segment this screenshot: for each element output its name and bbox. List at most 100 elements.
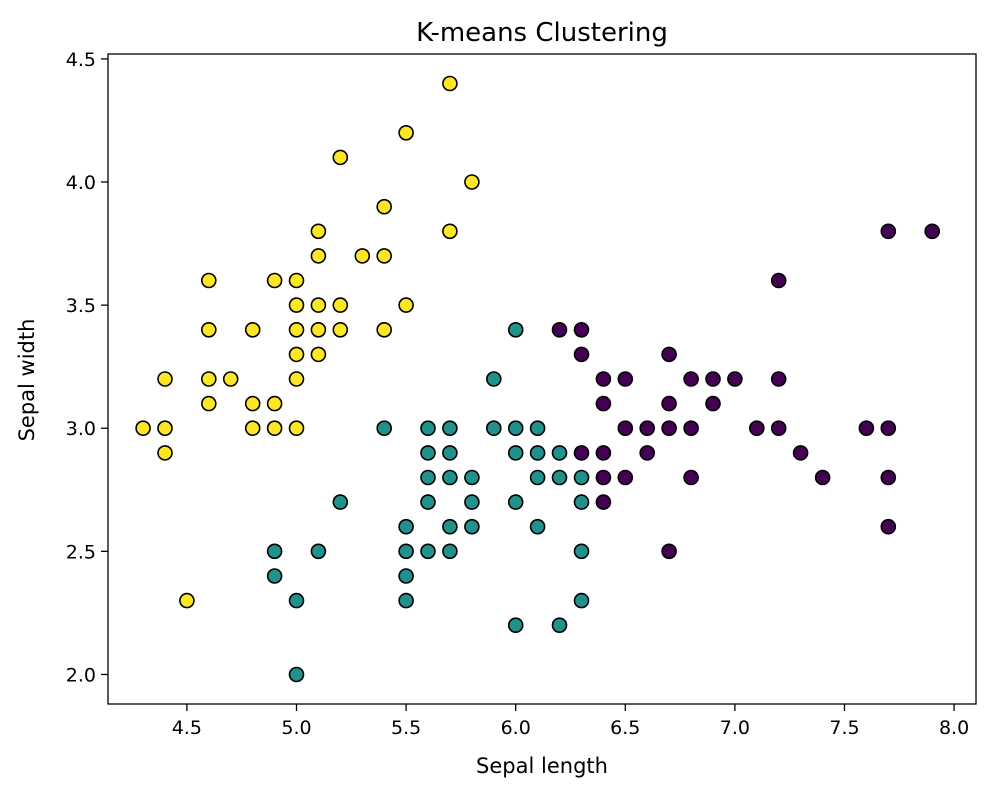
data-point-cluster-2-41 bbox=[573, 494, 590, 510]
plot-frame bbox=[107, 53, 977, 705]
data-point-cluster-1-7 bbox=[201, 371, 217, 387]
data-point-cluster-3-6 bbox=[595, 469, 612, 486]
data-point-cluster-1-14 bbox=[266, 420, 283, 437]
data-point-cluster-1-18 bbox=[288, 371, 305, 387]
data-point-cluster-2-26 bbox=[485, 371, 502, 387]
data-point-cluster-3-20 bbox=[683, 420, 699, 437]
data-point-cluster-3-15 bbox=[661, 543, 677, 560]
data-point-cluster-1-35 bbox=[398, 297, 414, 313]
data-point-cluster-1-21 bbox=[288, 297, 305, 313]
data-point-cluster-2-19 bbox=[442, 469, 458, 486]
y-axis-ticks: 2.0 2.5 3.0 3.5 4.0 4.5 bbox=[66, 49, 108, 686]
x-tick-label: 7.0 bbox=[720, 717, 750, 739]
data-point-cluster-3-17 bbox=[661, 395, 677, 412]
data-point-cluster-2-39 bbox=[573, 592, 590, 609]
data-point-cluster-2-7 bbox=[376, 420, 393, 437]
data-point-cluster-2-38 bbox=[551, 445, 568, 461]
y-tick-label: 4.0 bbox=[66, 172, 96, 194]
data-point-cluster-3-21 bbox=[683, 371, 699, 387]
data-point-cluster-1-31 bbox=[354, 248, 371, 264]
data-point-cluster-1-23 bbox=[310, 346, 327, 363]
data-point-cluster-1-33 bbox=[376, 248, 393, 264]
data-point-cluster-3-26 bbox=[770, 420, 787, 437]
data-point-cluster-1-10 bbox=[222, 371, 239, 387]
data-point-cluster-3-16 bbox=[661, 420, 677, 437]
chart-title: K-means Clustering bbox=[416, 18, 668, 48]
data-point-cluster-3-7 bbox=[595, 445, 612, 461]
data-point-cluster-3-34 bbox=[880, 420, 897, 437]
data-point-cluster-1-38 bbox=[442, 75, 458, 92]
data-point-cluster-2-33 bbox=[529, 469, 546, 486]
data-point-cluster-3-11 bbox=[617, 420, 634, 437]
data-point-cluster-3-35 bbox=[880, 223, 897, 240]
data-point-cluster-3-27 bbox=[770, 371, 787, 387]
data-point-cluster-2-5 bbox=[310, 543, 327, 560]
data-point-cluster-2-24 bbox=[464, 469, 480, 486]
data-point-cluster-3-24 bbox=[727, 371, 743, 387]
data-point-cluster-1-25 bbox=[310, 297, 327, 313]
data-point-cluster-2-11 bbox=[398, 518, 414, 535]
data-point-cluster-3-12 bbox=[617, 371, 634, 387]
data-point-cluster-2-28 bbox=[507, 494, 524, 510]
data-point-cluster-1-32 bbox=[376, 321, 393, 338]
data-point-cluster-1-5 bbox=[179, 592, 195, 609]
data-point-cluster-2-20 bbox=[442, 445, 458, 461]
x-axis-ticks: 4.5 5.0 5.5 6.0 6.5 7.0 7.5 8.0 bbox=[172, 704, 969, 739]
data-point-cluster-2-18 bbox=[442, 518, 458, 535]
data-point-cluster-3-23 bbox=[705, 371, 721, 387]
data-point-cluster-1-20 bbox=[288, 321, 305, 338]
data-point-cluster-1-24 bbox=[310, 321, 327, 338]
data-point-cluster-1-6 bbox=[201, 395, 217, 412]
data-point-cluster-2-23 bbox=[464, 494, 480, 510]
data-point-cluster-1-3 bbox=[157, 445, 173, 461]
data-point-cluster-1-39 bbox=[464, 174, 480, 190]
data-point-cluster-3-1 bbox=[551, 321, 568, 338]
data-point-cluster-2-30 bbox=[507, 420, 524, 437]
data-point-cluster-2-36 bbox=[551, 617, 568, 634]
data-point-cluster-2-9 bbox=[398, 568, 414, 584]
x-tick-label: 4.5 bbox=[172, 717, 202, 739]
data-point-cluster-3-30 bbox=[814, 469, 831, 486]
data-point-cluster-3-2 bbox=[573, 445, 590, 461]
x-tick-label: 5.5 bbox=[391, 717, 421, 739]
data-point-cluster-2-6 bbox=[332, 494, 349, 510]
data-point-cluster-2-32 bbox=[529, 518, 546, 535]
data-point-cluster-2-29 bbox=[507, 445, 524, 461]
data-point-cluster-3-13 bbox=[639, 445, 656, 461]
data-point-cluster-2-12 bbox=[420, 543, 436, 560]
data-point-cluster-1-9 bbox=[201, 272, 217, 289]
y-tick-label: 3.0 bbox=[66, 418, 96, 440]
data-point-cluster-2-27 bbox=[507, 617, 524, 634]
data-point-cluster-1-28 bbox=[332, 321, 349, 338]
data-point-cluster-2-40 bbox=[573, 543, 590, 560]
x-tick-label: 5.0 bbox=[281, 717, 311, 739]
y-tick-label: 2.0 bbox=[66, 664, 96, 686]
data-point-cluster-3-29 bbox=[792, 445, 809, 461]
data-point-cluster-1-11 bbox=[244, 420, 261, 437]
data-point-cluster-2-10 bbox=[398, 543, 414, 560]
data-point-cluster-3-33 bbox=[880, 469, 897, 486]
data-point-cluster-2-2 bbox=[266, 543, 283, 560]
data-point-cluster-2-17 bbox=[442, 543, 458, 560]
data-point-cluster-2-21 bbox=[442, 420, 458, 437]
data-point-cluster-1-27 bbox=[310, 223, 327, 240]
data-point-cluster-3-14 bbox=[639, 420, 656, 437]
y-axis-label: Sepal width bbox=[15, 319, 39, 442]
data-point-cluster-3-32 bbox=[880, 518, 897, 535]
data-point-cluster-2-4 bbox=[288, 592, 305, 609]
data-point-cluster-2-22 bbox=[464, 518, 480, 535]
data-point-cluster-3-18 bbox=[661, 346, 677, 363]
data-point-cluster-3-8 bbox=[595, 395, 612, 412]
points-layer bbox=[135, 75, 941, 683]
data-point-cluster-1-13 bbox=[244, 321, 261, 338]
data-point-cluster-2-31 bbox=[507, 321, 524, 338]
y-tick-label: 3.5 bbox=[66, 295, 96, 317]
data-point-cluster-3-10 bbox=[617, 469, 634, 486]
data-point-cluster-1-15 bbox=[266, 395, 283, 412]
data-point-cluster-1-19 bbox=[288, 346, 305, 363]
x-tick-label: 6.0 bbox=[501, 717, 531, 739]
data-point-cluster-1-17 bbox=[288, 420, 305, 437]
x-tick-label: 8.0 bbox=[939, 717, 969, 739]
data-point-cluster-1-37 bbox=[442, 223, 458, 240]
